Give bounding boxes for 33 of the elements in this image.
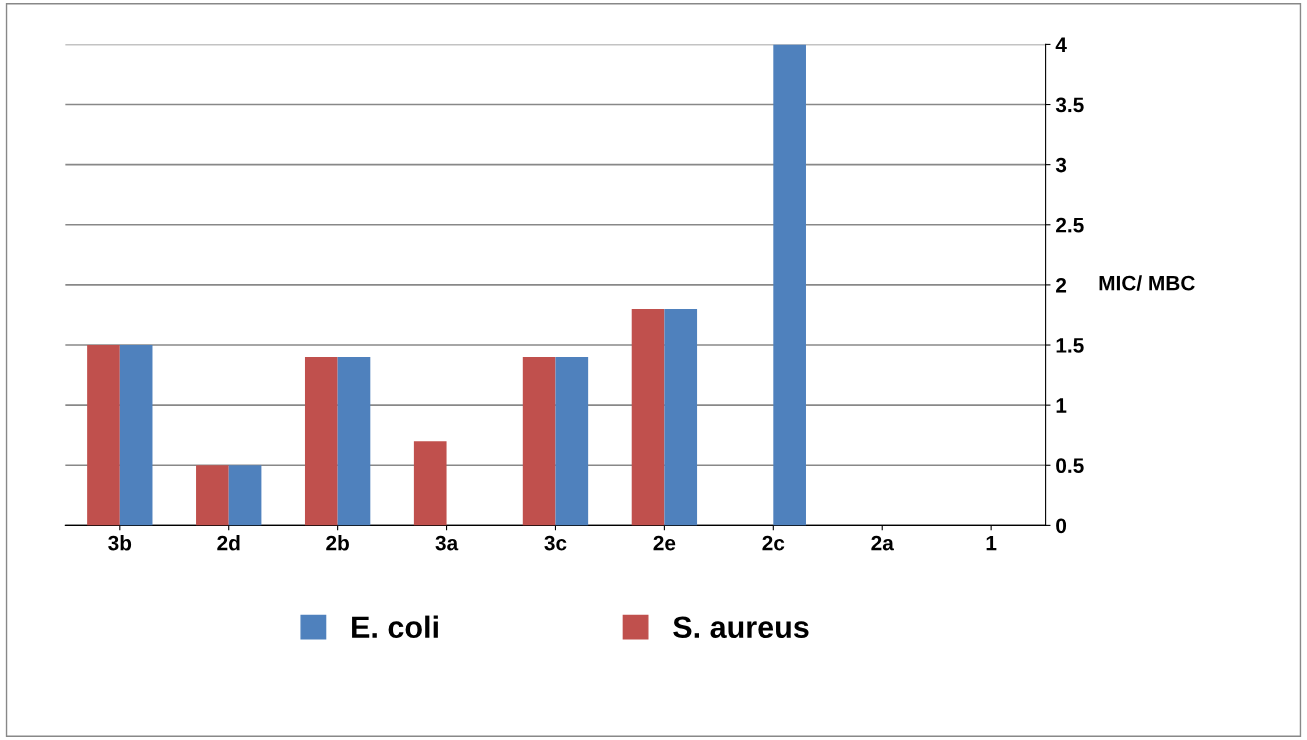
bar	[337, 357, 371, 526]
y-tick-label: 2	[1056, 277, 1067, 293]
x-tick-label: 2c	[762, 535, 785, 551]
x-tick-label: 1	[986, 535, 997, 551]
bar	[773, 44, 806, 526]
x-tick-label: 2d	[217, 535, 240, 551]
x-tick-label: 2e	[653, 535, 676, 551]
y-tick-label: 2.5	[1056, 217, 1084, 233]
bar	[196, 465, 229, 526]
y-tick-label: 0.5	[1056, 458, 1084, 474]
bar	[87, 345, 120, 526]
bar	[304, 357, 338, 526]
y-axis-title: MIC/ MBC	[1099, 275, 1195, 291]
bar	[631, 308, 665, 526]
legend-label: E. coli	[352, 615, 438, 639]
x-tick-label: 3a	[435, 535, 459, 551]
bar	[664, 308, 698, 526]
y-tick-label: 1	[1056, 398, 1067, 413]
bar	[555, 357, 589, 526]
y-tick-label: 1.5	[1056, 338, 1084, 353]
y-tick-label: 3.5	[1055, 97, 1084, 113]
x-tick-label: 2b	[326, 535, 349, 551]
bar	[119, 345, 153, 526]
x-tick-label: 3c	[544, 535, 567, 551]
y-tick-label: 4	[1055, 37, 1067, 52]
bar	[522, 357, 556, 526]
bar	[228, 465, 262, 526]
x-tick-label: 3b	[108, 535, 132, 551]
bar	[413, 441, 447, 526]
y-tick-label: 3	[1055, 157, 1067, 173]
x-tick-label: 2a	[871, 535, 894, 551]
y-tick-label: 0	[1056, 518, 1067, 534]
legend-label: S. aureus	[673, 616, 809, 639]
